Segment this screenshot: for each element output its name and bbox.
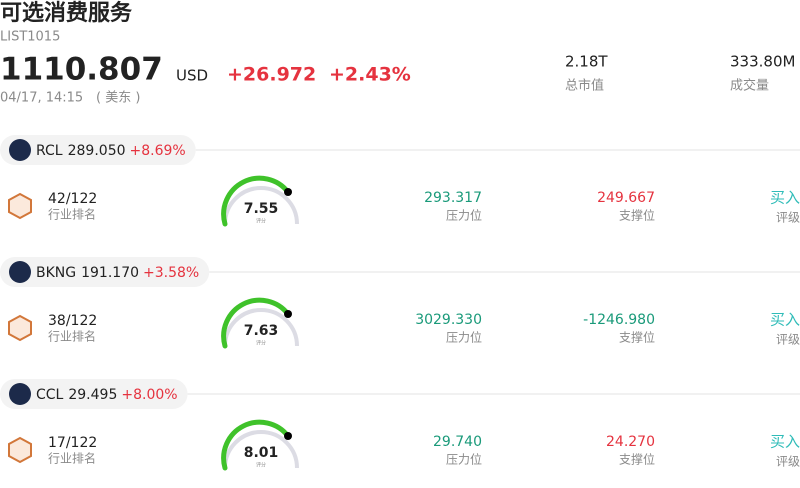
support-label: 支撑位 <box>619 452 655 467</box>
score: 7.55 <box>244 201 279 217</box>
rating-label: 评级 <box>776 211 800 225</box>
resistance: 293.317 <box>424 190 482 206</box>
price: 1110.807 <box>0 52 163 88</box>
support-label: 支撑位 <box>619 208 655 223</box>
resistance: 29.740 <box>433 434 482 450</box>
gauge-dot <box>284 310 292 318</box>
gauge-arc <box>221 175 291 227</box>
gauge-arc <box>221 419 291 471</box>
stat-label: 总市值 <box>565 78 604 94</box>
currency: USD <box>176 67 208 85</box>
gauge-arc <box>221 297 291 349</box>
resistance-label: 压力位 <box>446 208 482 223</box>
stock-change: +3.58% <box>143 265 199 281</box>
stock-logo <box>9 261 31 283</box>
rating: 买入 <box>770 433 800 451</box>
rating: 买入 <box>770 189 800 207</box>
stock-logo <box>9 383 31 405</box>
code: LIST1015 <box>0 30 60 45</box>
ticker: CCL <box>36 387 64 403</box>
score-label: 评分 <box>256 462 266 469</box>
gauge-dot <box>284 432 292 440</box>
rank: 42/122 <box>48 191 97 207</box>
gauge-track <box>223 186 299 225</box>
rating-label: 评级 <box>776 455 800 469</box>
stock-pill[interactable] <box>0 135 196 165</box>
gauge-track <box>223 430 299 469</box>
stock-pill[interactable] <box>0 379 188 409</box>
score: 8.01 <box>244 445 279 461</box>
stock-pill[interactable] <box>0 257 210 287</box>
support: 24.270 <box>606 434 655 450</box>
rank-icon <box>8 436 32 464</box>
change: +26.972 <box>227 64 316 86</box>
stock-change: +8.69% <box>130 143 186 159</box>
stock-change: +8.00% <box>121 387 177 403</box>
rank-label: 行业排名 <box>48 329 96 344</box>
title: 可选消费服务 <box>0 1 133 26</box>
rating: 买入 <box>770 311 800 329</box>
time: 04/17, 14:15 <box>0 91 83 106</box>
stat-value: 2.18T <box>565 53 608 71</box>
ticker: RCL <box>36 143 63 159</box>
resistance: 3029.330 <box>415 312 482 328</box>
rank: 38/122 <box>48 313 97 329</box>
support: 249.667 <box>597 190 655 206</box>
timezone: ( 美东 ) <box>96 91 140 106</box>
support-label: 支撑位 <box>619 330 655 345</box>
score-label: 评分 <box>256 218 266 225</box>
support: -1246.980 <box>583 312 655 328</box>
resistance-label: 压力位 <box>446 452 482 467</box>
stat-label: 成交量 <box>730 78 769 94</box>
resistance-label: 压力位 <box>446 330 482 345</box>
stat-value: 333.80M <box>730 53 795 71</box>
stock-price: 191.170 <box>81 265 139 281</box>
rank-icon <box>8 314 32 342</box>
stock-price: 289.050 <box>68 143 126 159</box>
score: 7.63 <box>244 323 279 339</box>
ticker: BKNG <box>36 265 76 281</box>
change-pct: +2.43% <box>329 64 411 86</box>
stock-logo <box>9 139 31 161</box>
rank-icon <box>8 192 32 220</box>
gauge-dot <box>284 188 292 196</box>
rank-label: 行业排名 <box>48 207 96 222</box>
gauge-track <box>223 308 299 347</box>
rank-label: 行业排名 <box>48 451 96 466</box>
rank: 17/122 <box>48 435 97 451</box>
stock-price: 29.495 <box>68 387 117 403</box>
rating-label: 评级 <box>776 333 800 347</box>
score-label: 评分 <box>256 340 266 347</box>
